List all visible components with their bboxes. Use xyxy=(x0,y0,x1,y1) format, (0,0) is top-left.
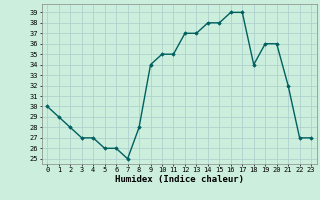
X-axis label: Humidex (Indice chaleur): Humidex (Indice chaleur) xyxy=(115,175,244,184)
